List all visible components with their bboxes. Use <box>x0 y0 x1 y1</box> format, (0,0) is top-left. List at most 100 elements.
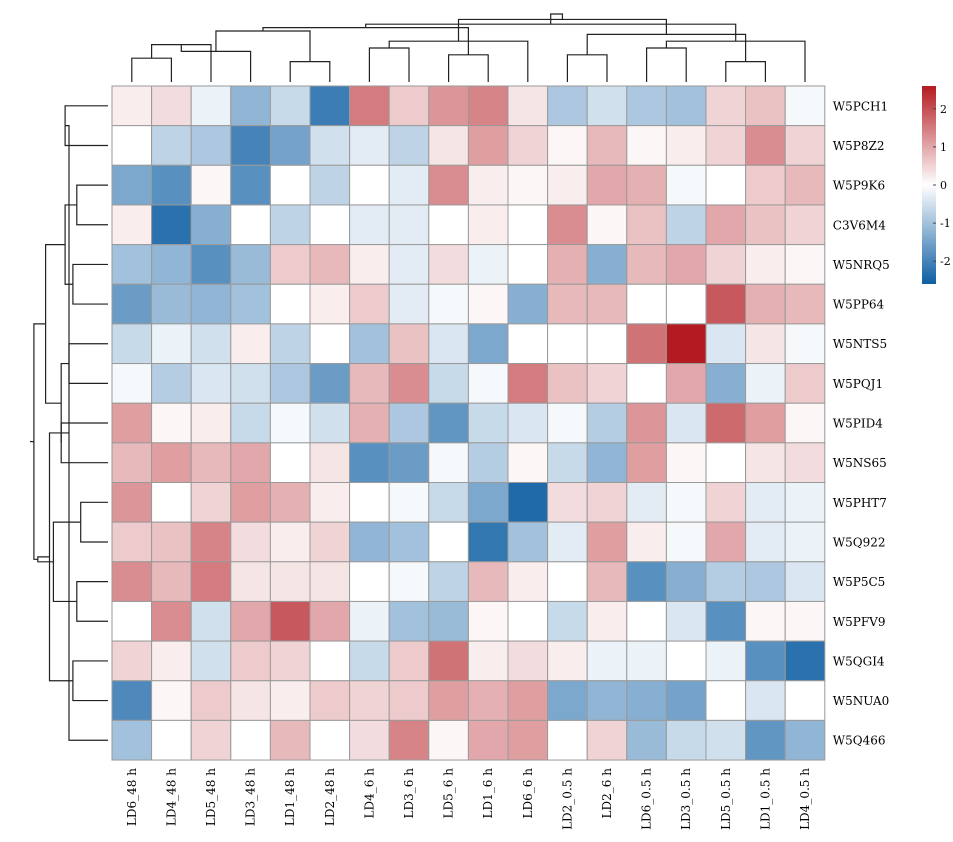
dendrogram-link <box>65 125 108 741</box>
heatmap-cell <box>151 402 192 444</box>
heatmap-cell <box>784 363 826 404</box>
heatmap-cell <box>111 719 153 761</box>
heatmap-cell <box>467 363 509 404</box>
heatmap-cell <box>626 283 667 325</box>
heatmap-cell <box>190 719 232 761</box>
heatmap-cell <box>388 482 430 523</box>
heatmap-cell <box>586 323 628 365</box>
heatmap-cell <box>784 521 826 563</box>
heatmap-cell <box>665 640 707 682</box>
heatmap-cell <box>309 244 351 285</box>
heatmap-cell <box>705 561 747 602</box>
dendrogram-link <box>131 57 172 82</box>
heatmap-cell <box>151 600 192 642</box>
heatmap-cell <box>784 482 826 523</box>
heatmap-cell <box>428 85 469 127</box>
column-label: LD5_48 h <box>204 768 218 826</box>
heatmap-cell <box>349 442 390 484</box>
heatmap-cell <box>230 561 271 602</box>
column-label: LD6_6 h <box>521 768 535 819</box>
heatmap-cell <box>190 363 232 404</box>
heatmap-cell <box>784 402 826 444</box>
dendrogram-link <box>68 343 108 384</box>
column-label: LD3_0.5 h <box>679 768 693 830</box>
dendrogram-link <box>550 13 564 25</box>
heatmap-cell <box>507 402 549 444</box>
heatmap-cell <box>705 283 747 325</box>
dendrogram-link <box>448 54 489 82</box>
heatmap-cell <box>665 402 707 444</box>
heatmap-cell <box>586 600 628 642</box>
heatmap-cell <box>586 680 628 721</box>
heatmap-cell <box>665 561 707 602</box>
heatmap-cell <box>665 442 707 484</box>
heatmap-cell <box>745 402 786 444</box>
heatmap-cell <box>428 442 469 484</box>
heatmap-cell <box>388 363 430 404</box>
heatmap-cell <box>745 561 786 602</box>
heatmap-cell <box>705 164 747 206</box>
heatmap-cell <box>547 640 588 682</box>
dendrogram-link <box>215 30 311 62</box>
heatmap-cell <box>507 442 549 484</box>
row-label: C3V6M4 <box>833 218 886 232</box>
heatmap-cell <box>269 482 311 523</box>
heatmap-cell <box>665 600 707 642</box>
column-label: LD3_6 h <box>402 768 416 819</box>
heatmap-cell <box>784 640 826 682</box>
heatmap-cell <box>705 680 747 721</box>
column-label: LD1_0.5 h <box>758 768 772 830</box>
heatmap-cell <box>428 125 469 166</box>
heatmap-cell <box>349 244 390 285</box>
heatmap-cell <box>111 85 153 127</box>
heatmap-cell <box>428 204 469 246</box>
heatmap-cell <box>349 283 390 325</box>
heatmap-cell <box>151 323 192 365</box>
heatmap-cell <box>626 442 667 484</box>
heatmap-cell <box>309 363 351 404</box>
heatmap-cell <box>467 402 509 444</box>
heatmap-cell <box>309 125 351 166</box>
heatmap-cell <box>388 680 430 721</box>
heatmap-cell <box>586 442 628 484</box>
heatmap-cell <box>151 680 192 721</box>
dendrogram-link <box>64 105 108 147</box>
heatmap-cell <box>388 204 430 246</box>
column-label: LD2_0.5 h <box>560 768 574 830</box>
heatmap-cell <box>190 244 232 285</box>
heatmap-cell <box>507 283 549 325</box>
heatmap-cell <box>388 719 430 761</box>
heatmap-cell <box>626 600 667 642</box>
heatmap-cell <box>705 204 747 246</box>
heatmap-cell <box>626 521 667 563</box>
column-label: LD5_0.5 h <box>719 768 733 830</box>
dendrogram-link <box>64 204 77 285</box>
column-label: LD6_0.5 h <box>640 768 654 830</box>
heatmap-cell <box>309 323 351 365</box>
column-label: LD4_48 h <box>164 768 178 826</box>
dendrogram-link <box>646 47 687 82</box>
column-label: LD6_48 h <box>125 768 139 826</box>
heatmap-cell <box>428 323 469 365</box>
heatmap-cell <box>190 680 232 721</box>
heatmap-cell <box>349 600 390 642</box>
row-label: W5Q466 <box>833 734 886 748</box>
heatmap-cell <box>349 402 390 444</box>
heatmap-cell <box>230 719 271 761</box>
heatmap-cell <box>111 561 153 602</box>
heatmap-cell <box>349 482 390 523</box>
heatmap-cell <box>111 125 153 166</box>
heatmap-cell <box>230 283 271 325</box>
heatmap-cell <box>269 85 311 127</box>
heatmap-cell <box>784 283 826 325</box>
heatmap-cell <box>428 164 469 206</box>
heatmap-cell <box>388 323 430 365</box>
heatmap-cell <box>547 442 588 484</box>
heatmap-cell <box>190 85 232 127</box>
heatmap-cell <box>784 719 826 761</box>
column-dendrogram <box>131 13 806 82</box>
heatmap-cell <box>586 363 628 404</box>
heatmap-cell <box>745 125 786 166</box>
heatmap-cell <box>586 521 628 563</box>
column-label: LD1_6 h <box>481 768 495 819</box>
